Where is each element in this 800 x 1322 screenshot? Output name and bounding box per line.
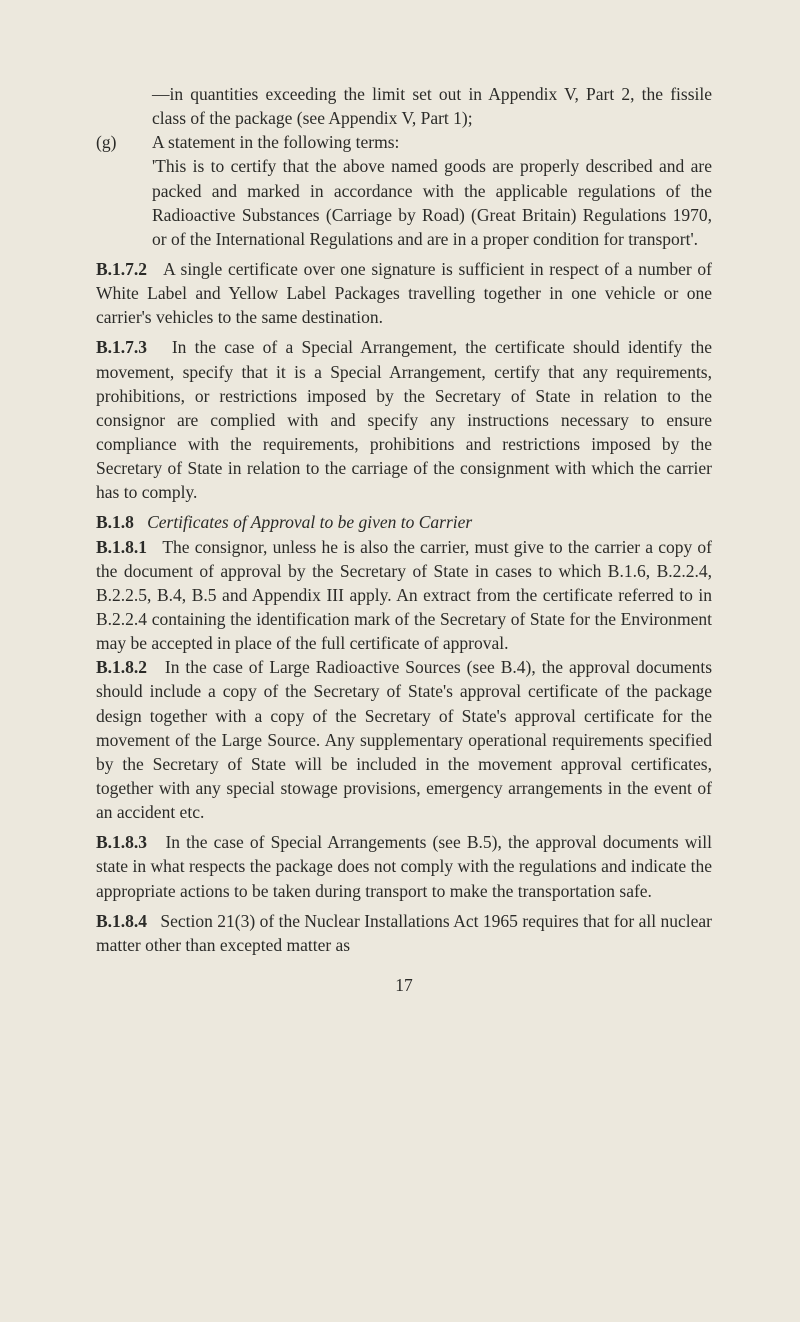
body-text: The consignor, unless he is also the car…	[96, 537, 712, 654]
body-text: In the case of Large Radioactive Sources…	[96, 657, 712, 822]
clause-ref: B.1.8.3	[96, 832, 147, 852]
paragraph-b183: B.1.8.3 In the case of Special Arrangeme…	[96, 830, 712, 902]
body-text: Section 21(3) of the Nuclear Installatio…	[96, 911, 712, 955]
body-text: In the case of a Special Arrangement, th…	[96, 337, 712, 502]
clause-ref: B.1.7.2	[96, 259, 147, 279]
body-text: 'This is to certify that the above named…	[152, 156, 712, 248]
list-continuation: —in quantities exceeding the limit set o…	[96, 82, 712, 130]
page-number: 17	[96, 973, 712, 997]
clause-ref: B.1.8	[96, 512, 134, 532]
body-text: —in quantities exceeding the limit set o…	[152, 84, 712, 128]
paragraph-b172: B.1.7.2 A single certificate over one si…	[96, 257, 712, 329]
heading-title: Certificates of Approval to be given to …	[147, 512, 472, 532]
paragraph-b173: B.1.7.3 In the case of a Special Arrange…	[96, 335, 712, 504]
clause-ref: B.1.7.3	[96, 337, 147, 357]
paragraph-b184: B.1.8.4 Section 21(3) of the Nuclear Ins…	[96, 909, 712, 957]
list-item-g: (g) A statement in the following terms:	[96, 130, 712, 154]
paragraph-b181: B.1.8.1 The consignor, unless he is also…	[96, 535, 712, 656]
body-text: A statement in the following terms:	[152, 132, 399, 152]
heading-b18: B.1.8 Certificates of Approval to be giv…	[96, 510, 712, 534]
body-text: In the case of Special Arrangements (see…	[96, 832, 712, 900]
list-marker-g: (g)	[96, 130, 144, 154]
paragraph-b182: B.1.8.2 In the case of Large Radioactive…	[96, 655, 712, 824]
body-text: A single certificate over one signature …	[96, 259, 712, 327]
clause-ref: B.1.8.1	[96, 537, 147, 557]
list-item-g-body: 'This is to certify that the above named…	[96, 154, 712, 251]
clause-ref: B.1.8.4	[96, 911, 147, 931]
clause-ref: B.1.8.2	[96, 657, 147, 677]
